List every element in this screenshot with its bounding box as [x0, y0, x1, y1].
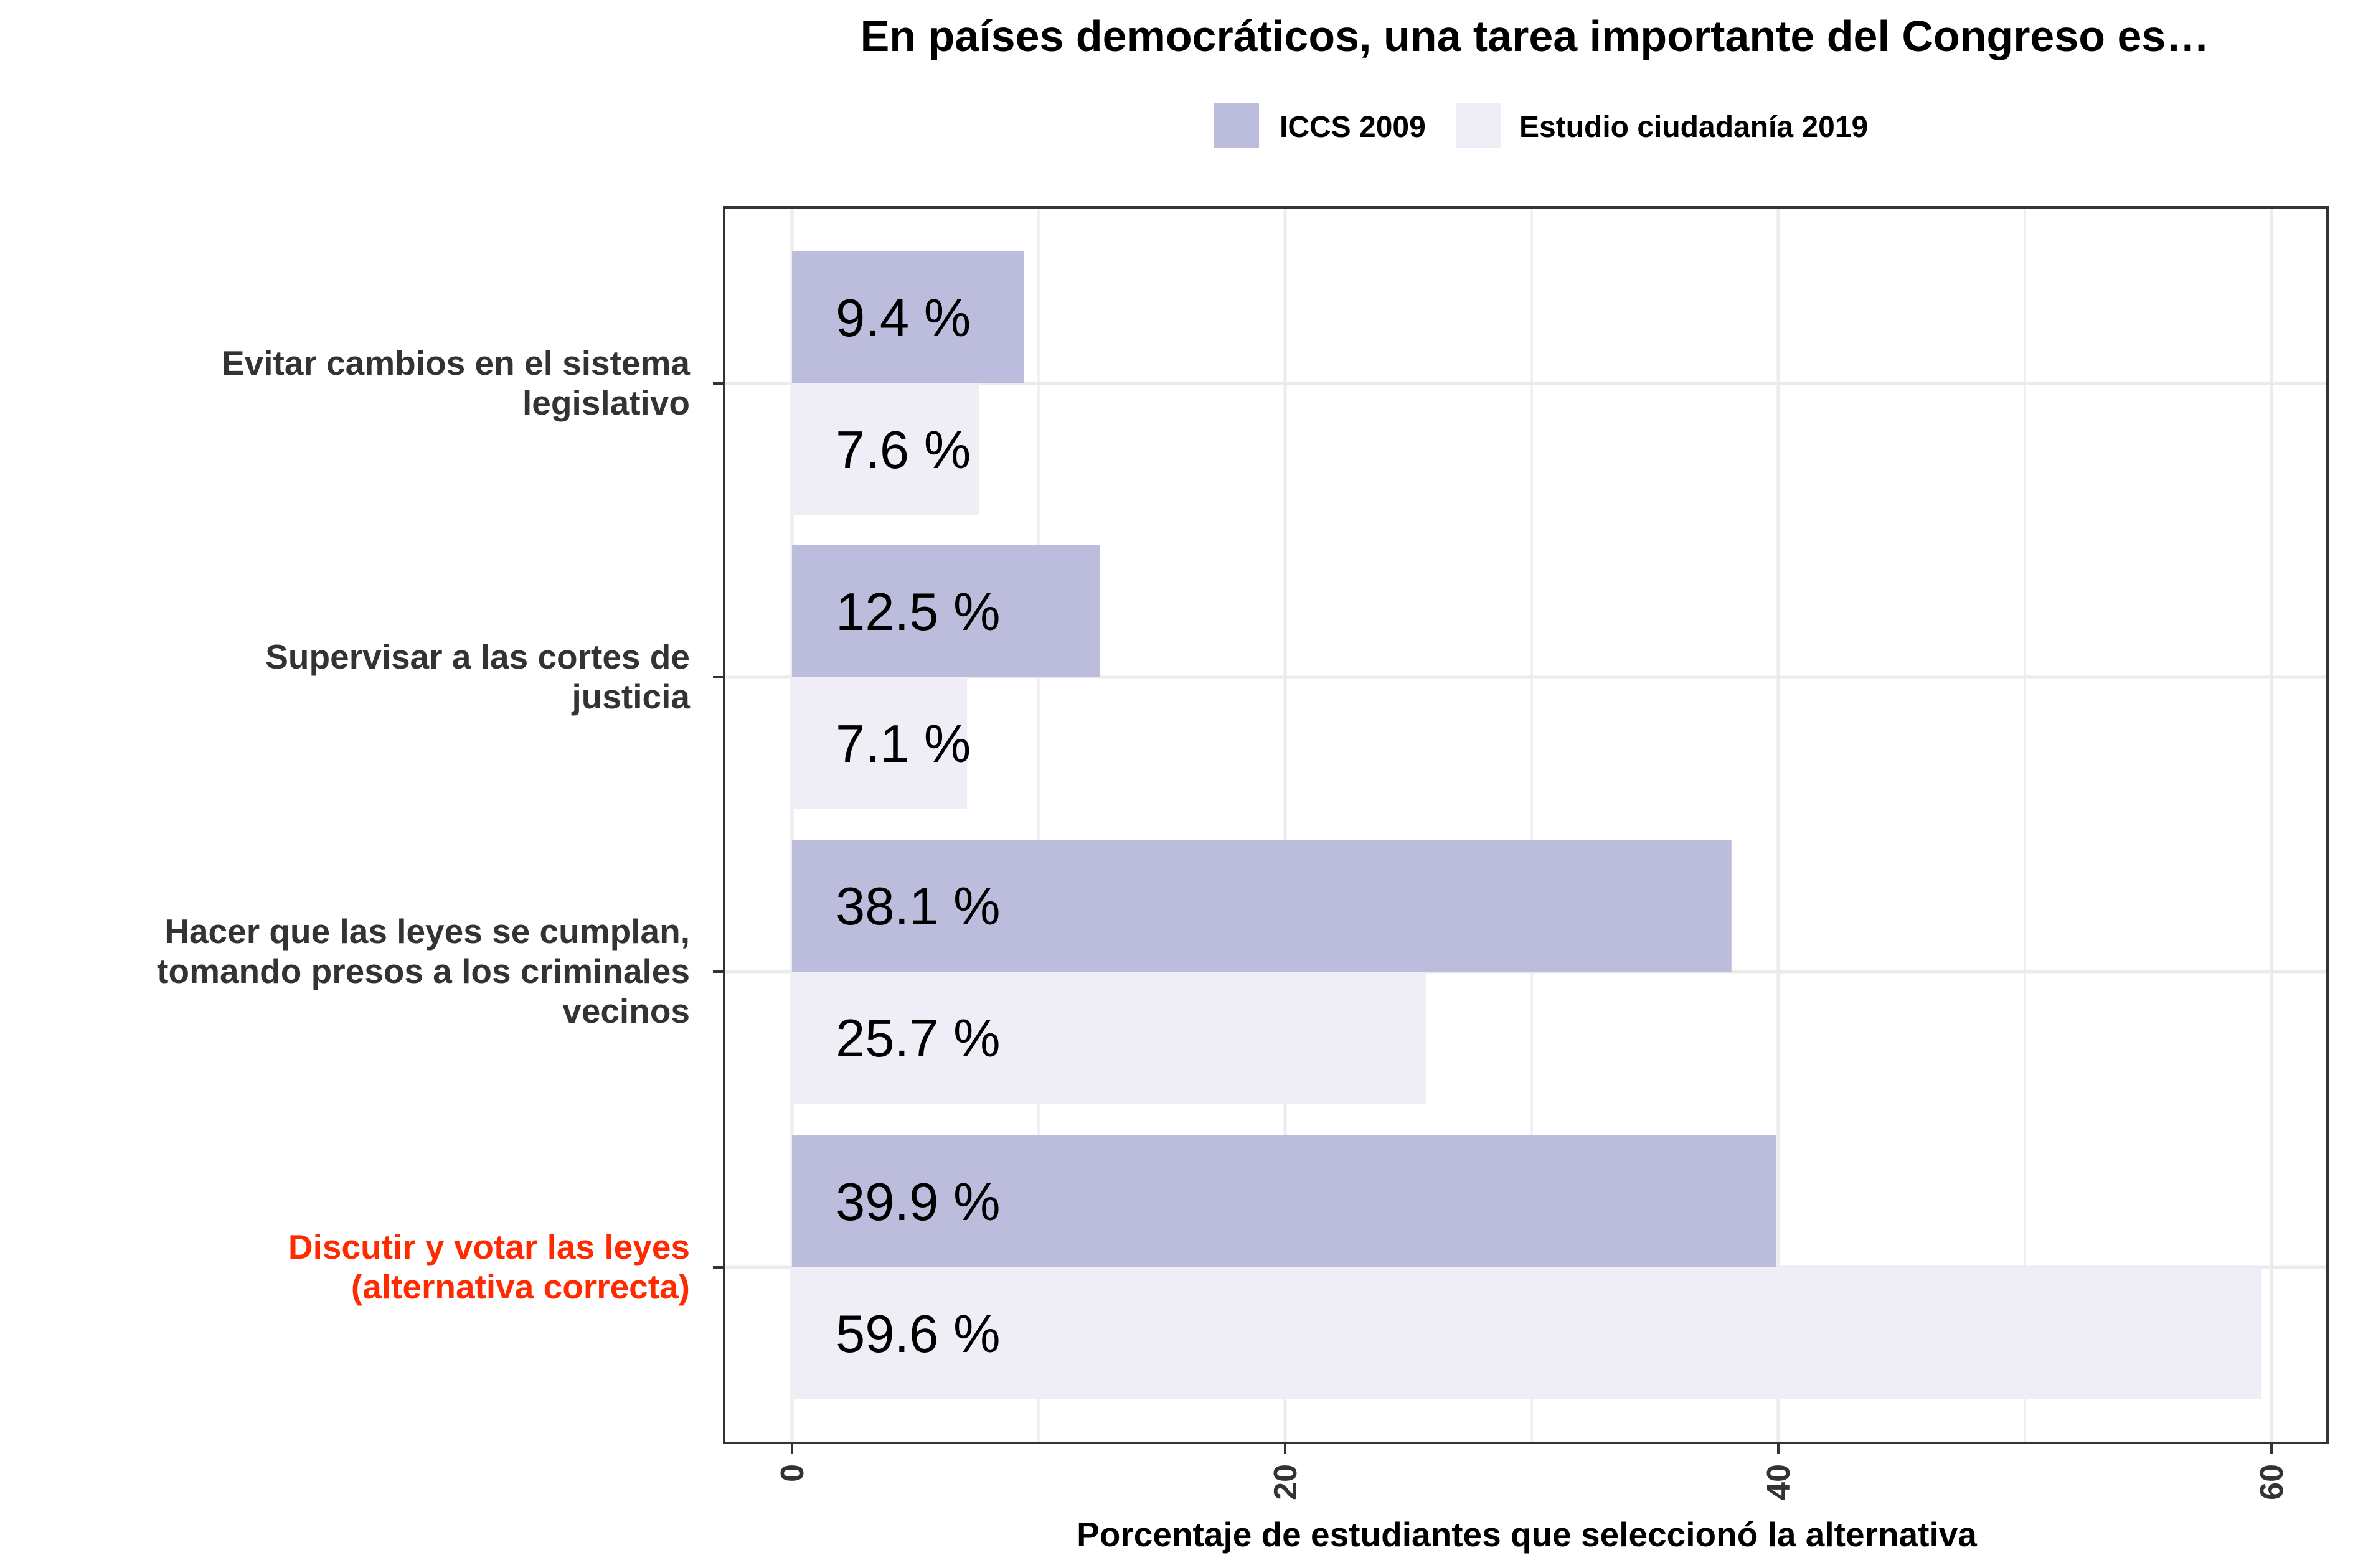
data-label: 39.9 % [836, 1173, 1001, 1232]
data-label: 9.4 % [836, 289, 971, 348]
legend-swatch [1214, 103, 1259, 148]
bar [792, 1267, 2262, 1399]
data-label: 7.6 % [836, 421, 971, 480]
category-label: Hacer que las leyes se cumplan, tomando p… [157, 912, 690, 1030]
category-label: Supervisar a las cortes de justicia [265, 637, 690, 716]
bar [792, 1135, 1776, 1267]
x-axis-ticks: 0 20 40 60 [775, 1443, 2290, 1500]
legend-swatch [1456, 103, 1501, 148]
x-axis-title: Porcentaje de estudiantes que seleccionó… [1077, 1515, 1977, 1554]
x-tick-label: 20 [1268, 1464, 1304, 1500]
category-label: Discutir y votar las leyes (alternativa c… [288, 1228, 690, 1306]
bar [792, 840, 1732, 972]
panel-border [723, 206, 2329, 1444]
bar [792, 677, 968, 809]
bar [792, 972, 1426, 1104]
data-label: 38.1 % [836, 877, 1001, 936]
data-label: 7.1 % [836, 715, 971, 774]
plot-panel: 9.4 % 12.5 % 38.1 % 39.9 % 7.6 % 7.1 % 25.7 % 5… [723, 206, 2329, 1444]
data-label: 59.6 % [836, 1305, 1001, 1364]
category-labels: Evitar cambios en el sistema legislativo … [157, 344, 724, 1306]
bar [792, 251, 1024, 383]
data-label: 25.7 % [836, 1009, 1001, 1068]
x-tick-label: 40 [1761, 1464, 1797, 1500]
legend-label: ICCS 2009 [1280, 111, 1426, 144]
bar [792, 545, 1100, 677]
legend: ICCS 2009 Estudio ciudadanía 2019 [1214, 103, 1868, 148]
category-label: Evitar cambios en el sistema legislativo [222, 344, 690, 422]
chart-title: En países democráticos, una tarea import… [861, 12, 2210, 60]
data-label: 12.5 % [836, 583, 1001, 642]
x-tick-label: 0 [775, 1464, 811, 1482]
legend-label: Estudio ciudadanía 2019 [1519, 111, 1868, 144]
x-tick-label: 60 [2254, 1464, 2290, 1500]
bar [792, 383, 979, 515]
